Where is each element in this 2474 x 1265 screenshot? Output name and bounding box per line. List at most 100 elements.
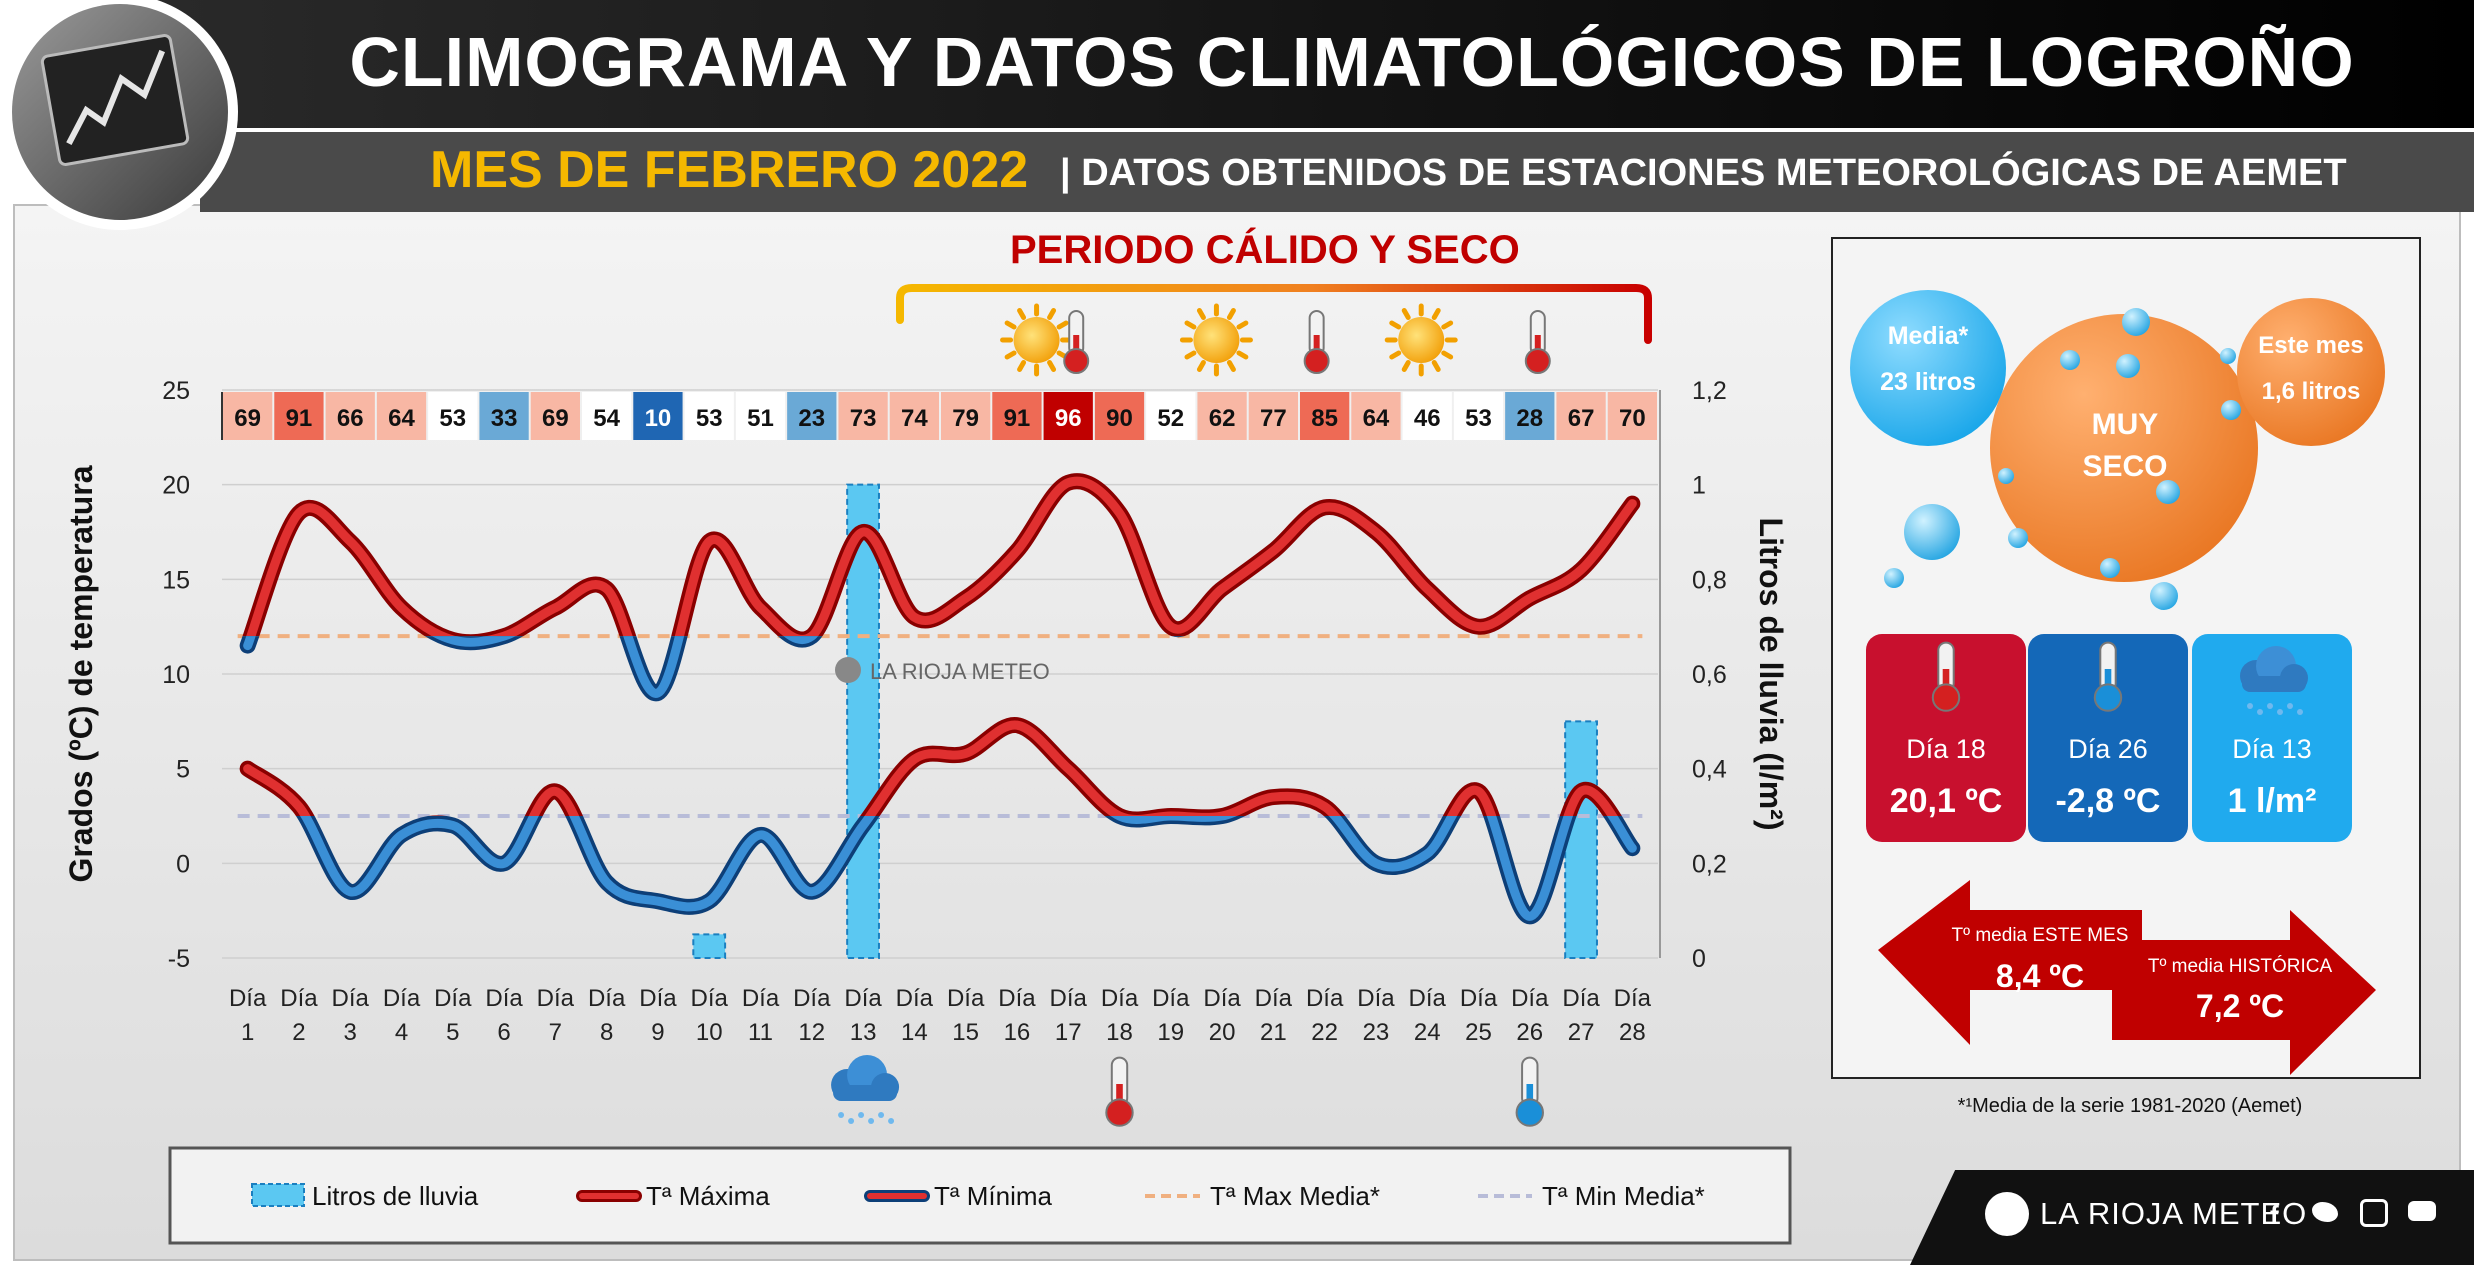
record-card (1866, 634, 2026, 842)
min-temp-line-below-core (300, 816, 1637, 921)
sun-icon (1384, 303, 1458, 377)
record-card (2192, 634, 2352, 842)
x-tick-prefix: Día (639, 985, 677, 1012)
thermometer-hot-icon (1524, 310, 1551, 374)
rain-month-label: Este mes (2258, 332, 2364, 359)
humidity-value: 62 (1209, 405, 1236, 432)
legend-label-min: Tª Mínima (934, 1181, 1053, 1211)
month-title: MES DE FEBRERO 2022 (430, 141, 1029, 199)
humidity-value: 54 (593, 405, 620, 432)
humidity-cell (787, 392, 837, 440)
humidity-cell (684, 392, 734, 440)
x-tick-label: 21 (1260, 1019, 1287, 1046)
humidity-cell (1043, 392, 1093, 440)
youtube-icon[interactable] (2408, 1201, 2436, 1221)
x-tick-prefix: Día (742, 985, 780, 1012)
subtitle-bar (200, 132, 2474, 212)
humidity-value: 64 (1363, 405, 1390, 432)
record-card (2028, 634, 2188, 842)
record-min-value: -2,8 ºC (2055, 782, 2161, 820)
humidity-cell (941, 392, 991, 440)
humidity-cell (992, 392, 1042, 440)
y-tick-label: 20 (162, 472, 190, 500)
legend-swatch-rain (251, 1183, 305, 1207)
min-temp-line-above-core (243, 720, 1618, 816)
record-rain-value: 1 l/m² (2227, 782, 2317, 820)
x-tick-label: 12 (798, 1019, 825, 1046)
y2-tick-label: 0 (1692, 945, 1706, 973)
x-tick-prefix: Día (1357, 985, 1395, 1012)
water-drop-icon (2221, 400, 2241, 420)
x-tick-prefix: Día (280, 985, 318, 1012)
facebook-icon[interactable]: f (2270, 1200, 2279, 1230)
x-tick-prefix: Día (1050, 985, 1088, 1012)
water-drop-icon (2060, 350, 2080, 370)
humidity-cell (1607, 392, 1657, 440)
max-temp-line-above-core (246, 476, 1637, 637)
humidity-cell (479, 392, 529, 440)
mean-historic-arrow (2112, 910, 2376, 1075)
x-tick-label: 9 (651, 1019, 664, 1046)
x-tick-label: 8 (600, 1019, 613, 1046)
humidity-value: 33 (491, 405, 518, 432)
humidity-value: 53 (1465, 405, 1492, 432)
humidity-cell (223, 392, 273, 440)
x-tick-prefix: Día (793, 985, 831, 1012)
x-tick-label: 17 (1055, 1019, 1082, 1046)
x-tick-prefix: Día (332, 985, 370, 1012)
y2-tick-label: 0,2 (1692, 850, 1727, 878)
x-tick-prefix: Día (1460, 985, 1498, 1012)
x-tick-prefix: Día (947, 985, 985, 1012)
humidity-cell (633, 392, 683, 440)
humidity-cell (274, 392, 324, 440)
humidity-value: 46 (1414, 405, 1441, 432)
humidity-value: 67 (1568, 405, 1595, 432)
x-tick-label: 4 (395, 1019, 408, 1046)
y2-axis-title: Litros de lluvia (l/m²) (1753, 518, 1789, 831)
humidity-value: 53 (696, 405, 723, 432)
period-label: PERIODO CÁLIDO Y SECO (1010, 228, 1520, 272)
rain-average-label: Media* (1887, 322, 1969, 350)
x-tick-prefix: Día (844, 985, 882, 1012)
humidity-cell (889, 392, 939, 440)
thermometer-cold-icon (2093, 641, 2123, 712)
y2-tick-label: 0,6 (1692, 661, 1727, 689)
water-drop-icon (1884, 568, 1904, 588)
x-tick-prefix: Día (691, 985, 729, 1012)
y-tick-label: 15 (162, 566, 190, 594)
rain-status-line1: MUY (2091, 408, 2159, 441)
humidity-value: 91 (286, 405, 313, 432)
x-tick-label: 6 (497, 1019, 510, 1046)
x-tick-label: 22 (1311, 1019, 1338, 1046)
x-tick-prefix: Día (1562, 985, 1600, 1012)
x-tick-prefix: Día (588, 985, 626, 1012)
watermark: LA RIOJA METEO (870, 659, 1050, 684)
humidity-value: 10 (645, 405, 672, 432)
footer-brand: LA RIOJA METEO (2040, 1196, 2308, 1231)
record-max-value: 20,1 ºC (1889, 782, 2003, 820)
x-tick-label: 15 (952, 1019, 979, 1046)
x-tick-label: 18 (1106, 1019, 1133, 1046)
watermark-icon (835, 657, 861, 683)
rain-bar (846, 483, 880, 959)
humidity-value: 51 (747, 405, 774, 432)
x-tick-prefix: Día (1511, 985, 1549, 1012)
humidity-value: 28 (1516, 405, 1543, 432)
y-tick-label: 10 (162, 661, 190, 689)
x-tick-prefix: Día (383, 985, 421, 1012)
y2-tick-label: 0,8 (1692, 566, 1727, 594)
twitter-icon[interactable] (2312, 1202, 2338, 1222)
humidity-value: 90 (1106, 405, 1133, 432)
humidity-cell (1402, 392, 1452, 440)
climogram-logo-icon (2, 0, 238, 230)
humidity-cell (838, 392, 888, 440)
x-tick-prefix: Día (1203, 985, 1241, 1012)
y-tick-label: 25 (162, 377, 190, 405)
y-axis-title: Grados (ºC) de temperatura (63, 465, 99, 882)
rain-cloud-icon (2240, 646, 2308, 715)
humidity-cell (1146, 392, 1196, 440)
x-tick-label: 13 (850, 1019, 877, 1046)
y-tick-label: 5 (176, 756, 190, 784)
instagram-icon[interactable] (2360, 1199, 2388, 1227)
